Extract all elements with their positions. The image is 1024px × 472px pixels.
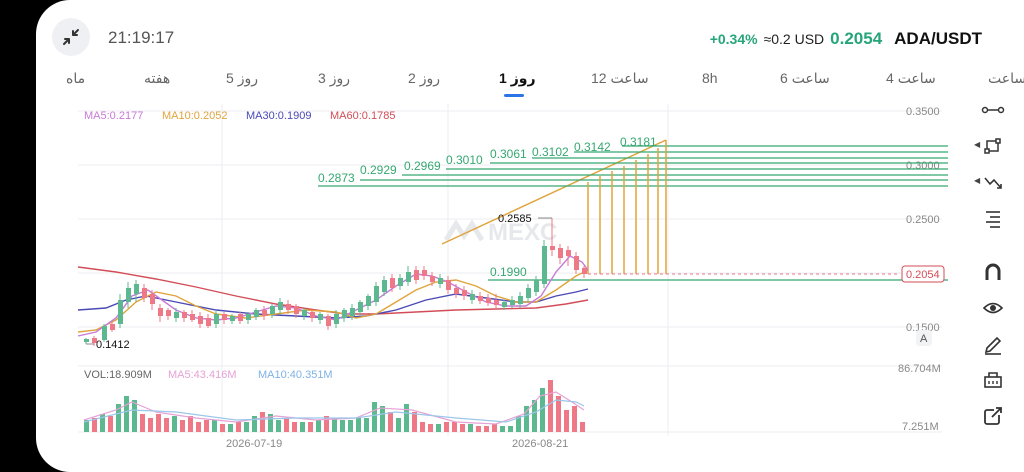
price-chart[interactable]: MEXC MA5:0.2177 MA10:0.2052 MA30:0.1909 … [36,96,964,472]
tab-12h[interactable]: 12 ساعت [591,70,649,86]
clock: 21:19:17 [108,28,175,47]
tab-1d[interactable]: 1 روز [499,70,536,86]
trend-tool-icon [984,177,1002,189]
magnet-icon [985,263,1001,280]
visibility-tool[interactable] [978,294,1008,322]
tab-1h[interactable]: ساعت [988,70,1024,86]
pair-info: +0.34% ≈0.2 USD 0.2054 ADA/USDT [710,29,982,49]
horizontal-line-tool[interactable] [978,96,1008,124]
fibonacci-drawing[interactable]: 0.2873 0.2929 0.2969 0.3010 0.3061 0.310… [318,135,948,281]
active-tab-indicator [504,94,524,97]
fib-base-label: 0.1990 [490,265,527,279]
vol-ma10-label: MA10:40.351M [258,369,333,381]
tab-6h[interactable]: 6 ساعت [780,70,830,86]
ma10-line [77,269,589,333]
x-label-0: 2026-07-19 [226,438,282,450]
drawing-toolbar: ◀ ◀ [964,96,1024,472]
magnet-tool[interactable] [978,258,1008,286]
x-label-1: 2026-08-21 [512,438,568,450]
auto-scale-button[interactable]: A [916,330,932,346]
volume-bars [84,380,585,432]
fib-level-3: 0.3010 [446,153,483,167]
auto-scale-text: A [920,333,928,345]
pencil-icon [984,336,1002,355]
path-tool[interactable]: ◀ [974,132,1008,160]
timeframe-tabs: ساعت 4 ساعت 6 ساعت 8h 12 ساعت 1 روز 2 رو… [36,62,1024,98]
pencil-tool[interactable] [978,330,1008,358]
vol-label: VOL:18.909M [84,369,152,381]
collapse-button[interactable] [52,18,90,56]
fibonacci-tool[interactable] [978,204,1008,232]
tab-month[interactable]: ماه [66,70,86,86]
low-label: 0.1412 [96,339,130,351]
y-label-2: 0.2500 [906,214,940,226]
fib-level-1: 0.2929 [360,163,397,177]
tab-4h[interactable]: 4 ساعت [886,70,936,86]
pair-name[interactable]: ADA/USDT [894,29,982,48]
horizontal-line-tool-icon [981,106,1005,114]
trend-tool[interactable]: ◀ [974,168,1008,196]
last-price: 0.2054 [830,29,883,48]
eye-icon [982,302,1004,314]
chart-screen: 21:19:17 +0.34% ≈0.2 USD 0.2054 ADA/USDT… [36,0,1024,472]
y-label-1: 0.3000 [906,160,940,172]
tab-5d[interactable]: 5 روز [226,70,258,86]
ma10-label: MA10:0.2052 [162,110,227,122]
share-tool[interactable] [978,402,1008,430]
fib-level-7: 0.3181 [620,135,657,149]
candlesticks [84,218,587,346]
current-price-text: 0.2054 [906,269,940,281]
approx-usd: ≈0.2 USD [763,31,825,47]
ruler-icon [984,372,1002,388]
ma60-label: MA60:0.1785 [330,110,395,122]
header: 21:19:17 +0.34% ≈0.2 USD 0.2054 ADA/USDT [36,0,1024,64]
vol-ma10-line [83,399,585,423]
chart-grid [78,104,942,436]
fib-level-2: 0.2969 [404,159,441,173]
share-icon [984,407,1002,425]
tab-week[interactable]: هفته [144,70,171,86]
vol-axis-top: 86.704M [898,363,941,375]
y-label-3: 0.1500 [906,322,940,334]
ma30-label: MA30:0.1909 [246,110,311,122]
fib-level-0: 0.2873 [318,171,355,185]
vol-axis-bottom: 7.251M [902,421,939,433]
tab-2d[interactable]: 2 روز [408,70,440,86]
ruler-tool[interactable] [978,366,1008,394]
ma5-label: MA5:0.2177 [84,110,143,122]
fib-level-6: 0.3142 [574,140,611,154]
collapse-icon [63,29,79,45]
fib-level-4: 0.3061 [490,147,527,161]
fibonacci-tool-icon [986,211,1000,228]
current-price-tag: 0.2054 [901,265,945,283]
tab-3d[interactable]: 3 روز [318,70,350,86]
tab-8h[interactable]: 8h [702,70,718,86]
vol-ma5-label: MA5:43.416M [168,369,236,381]
watermark-text: MEXC [488,219,557,246]
path-tool-icon [984,138,1001,154]
high-label: 0.2585 [498,213,532,225]
change-percent: +0.34% [709,31,758,47]
fib-level-5: 0.3102 [532,145,569,159]
y-label-0: 0.3500 [906,106,940,118]
